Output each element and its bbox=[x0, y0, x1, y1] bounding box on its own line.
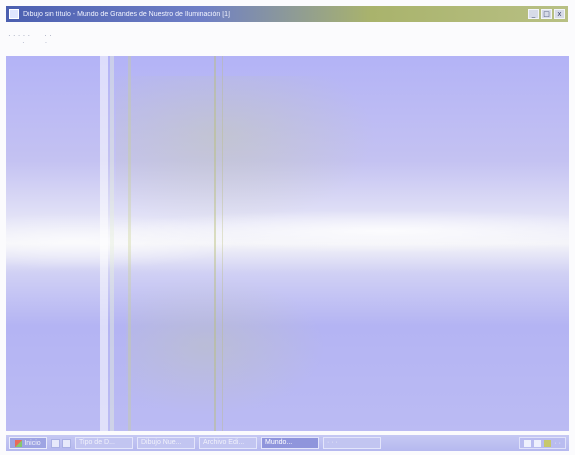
desktop-icon[interactable] bbox=[51, 438, 60, 448]
title-bar[interactable]: Dibujo sin título - Mundo de Grandes de … bbox=[6, 6, 568, 22]
clock[interactable]: · · bbox=[554, 439, 561, 447]
menu-item-second[interactable]: · · bbox=[44, 30, 52, 40]
taskbar-button[interactable]: · · · bbox=[323, 437, 381, 449]
window-controls: _ □ x bbox=[528, 9, 565, 19]
tray-icon[interactable] bbox=[534, 439, 542, 447]
start-button[interactable]: Inicio bbox=[9, 437, 47, 449]
canvas-stripe bbox=[222, 56, 223, 431]
canvas-stripe bbox=[214, 56, 216, 431]
menu-bar: · · · · · · · bbox=[8, 26, 52, 44]
canvas-tint-upper bbox=[116, 76, 376, 226]
canvas-stripe bbox=[110, 56, 114, 431]
app-icon[interactable] bbox=[9, 9, 19, 19]
volume-icon[interactable] bbox=[544, 439, 552, 447]
canvas-stripe bbox=[128, 56, 131, 431]
menu-sub-item-first[interactable]: · bbox=[22, 38, 25, 47]
taskbar-button[interactable]: Dibujo Nue... bbox=[137, 437, 195, 449]
menu-sub-row: · · bbox=[22, 38, 47, 47]
minimize-button[interactable]: _ bbox=[528, 9, 539, 19]
browser-icon[interactable] bbox=[62, 438, 71, 448]
quick-launch bbox=[51, 438, 71, 448]
window-title: Dibujo sin título - Mundo de Grandes de … bbox=[23, 10, 231, 18]
taskbar-button[interactable]: Archivo Edi... bbox=[199, 437, 257, 449]
taskbar: Inicio Tipo de D... Dibujo Nue... Archiv… bbox=[6, 435, 569, 451]
system-tray: · · bbox=[519, 437, 566, 449]
taskbar-button[interactable]: Tipo de D... bbox=[75, 437, 133, 449]
maximize-button[interactable]: □ bbox=[541, 9, 552, 19]
close-button[interactable]: x bbox=[554, 9, 565, 19]
start-label: Inicio bbox=[24, 439, 41, 447]
canvas-tint-lower bbox=[126, 276, 326, 416]
tray-icon[interactable] bbox=[524, 439, 532, 447]
menu-item-first[interactable]: · · · · · bbox=[8, 30, 31, 40]
canvas-stripe bbox=[100, 56, 108, 431]
windows-logo-icon bbox=[15, 439, 23, 447]
taskbar-button-active[interactable]: Mundo... bbox=[261, 437, 319, 449]
menu-sub-item-second[interactable]: · bbox=[44, 38, 48, 47]
canvas-area[interactable] bbox=[6, 56, 569, 431]
